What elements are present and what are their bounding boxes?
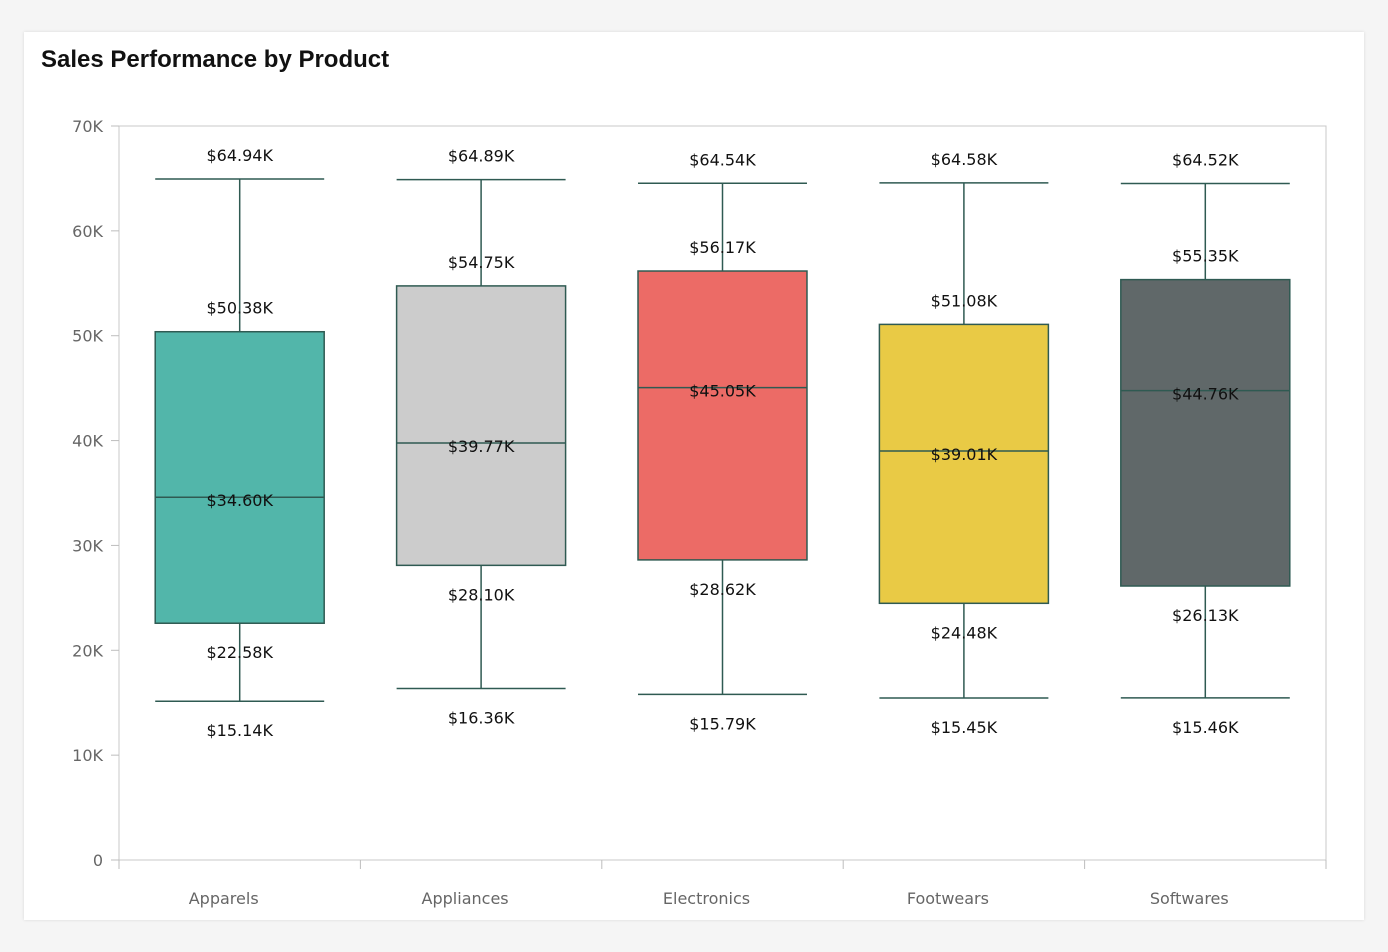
q3-label: $56.17K [689,238,756,257]
y-tick-label: 60K [72,222,103,241]
box-softwares [1120,278,1291,587]
y-tick-label: 70K [72,117,103,136]
min-label: $16.36K [448,708,515,727]
box-apparels [154,330,325,624]
q3-label: $55.35K [1172,247,1239,266]
y-tick-label: 40K [72,432,103,451]
x-tick-label: Apparels [189,889,259,908]
x-tick-label: Electronics [663,889,750,908]
y-tick-label: 0 [93,851,103,870]
median-label: $39.77K [448,437,515,456]
x-tick-label: Appliances [422,889,509,908]
plot-area-border [118,125,1327,861]
max-label: $64.58K [931,150,998,169]
box-appliances [395,285,567,567]
max-label: $64.94K [206,146,273,165]
max-label: $64.54K [689,150,756,169]
q1-label: $24.48K [931,623,998,642]
chart-title: Sales Performance by Product [41,46,390,73]
q3-label: $50.38K [206,299,273,318]
q1-label: $28.62K [689,580,756,599]
median-label: $44.76K [1172,385,1239,404]
min-label: $15.46K [1172,718,1239,737]
y-tick-label: 20K [72,641,103,660]
x-tick-label: Softwares [1150,889,1229,908]
median-label: $45.05K [689,382,756,401]
q3-label: $51.08K [931,291,998,310]
min-label: $15.45K [931,718,998,737]
box-footwears [878,323,1050,605]
median-label: $34.60K [206,491,273,510]
median-label: $39.01K [931,445,998,464]
box-electronics [637,270,808,561]
max-label: $64.52K [1172,150,1239,169]
min-label: $15.14K [206,721,273,740]
y-tick-label: 30K [72,536,103,555]
y-tick-label: 10K [72,746,103,765]
q1-label: $26.13K [1172,606,1239,625]
q1-label: $28.10K [448,585,515,604]
max-label: $64.89K [448,147,515,166]
min-label: $15.79K [689,714,756,733]
x-tick-label: Footwears [907,889,989,908]
q3-label: $54.75K [448,253,515,272]
q1-label: $22.58K [206,643,273,662]
y-tick-label: 50K [72,327,103,346]
